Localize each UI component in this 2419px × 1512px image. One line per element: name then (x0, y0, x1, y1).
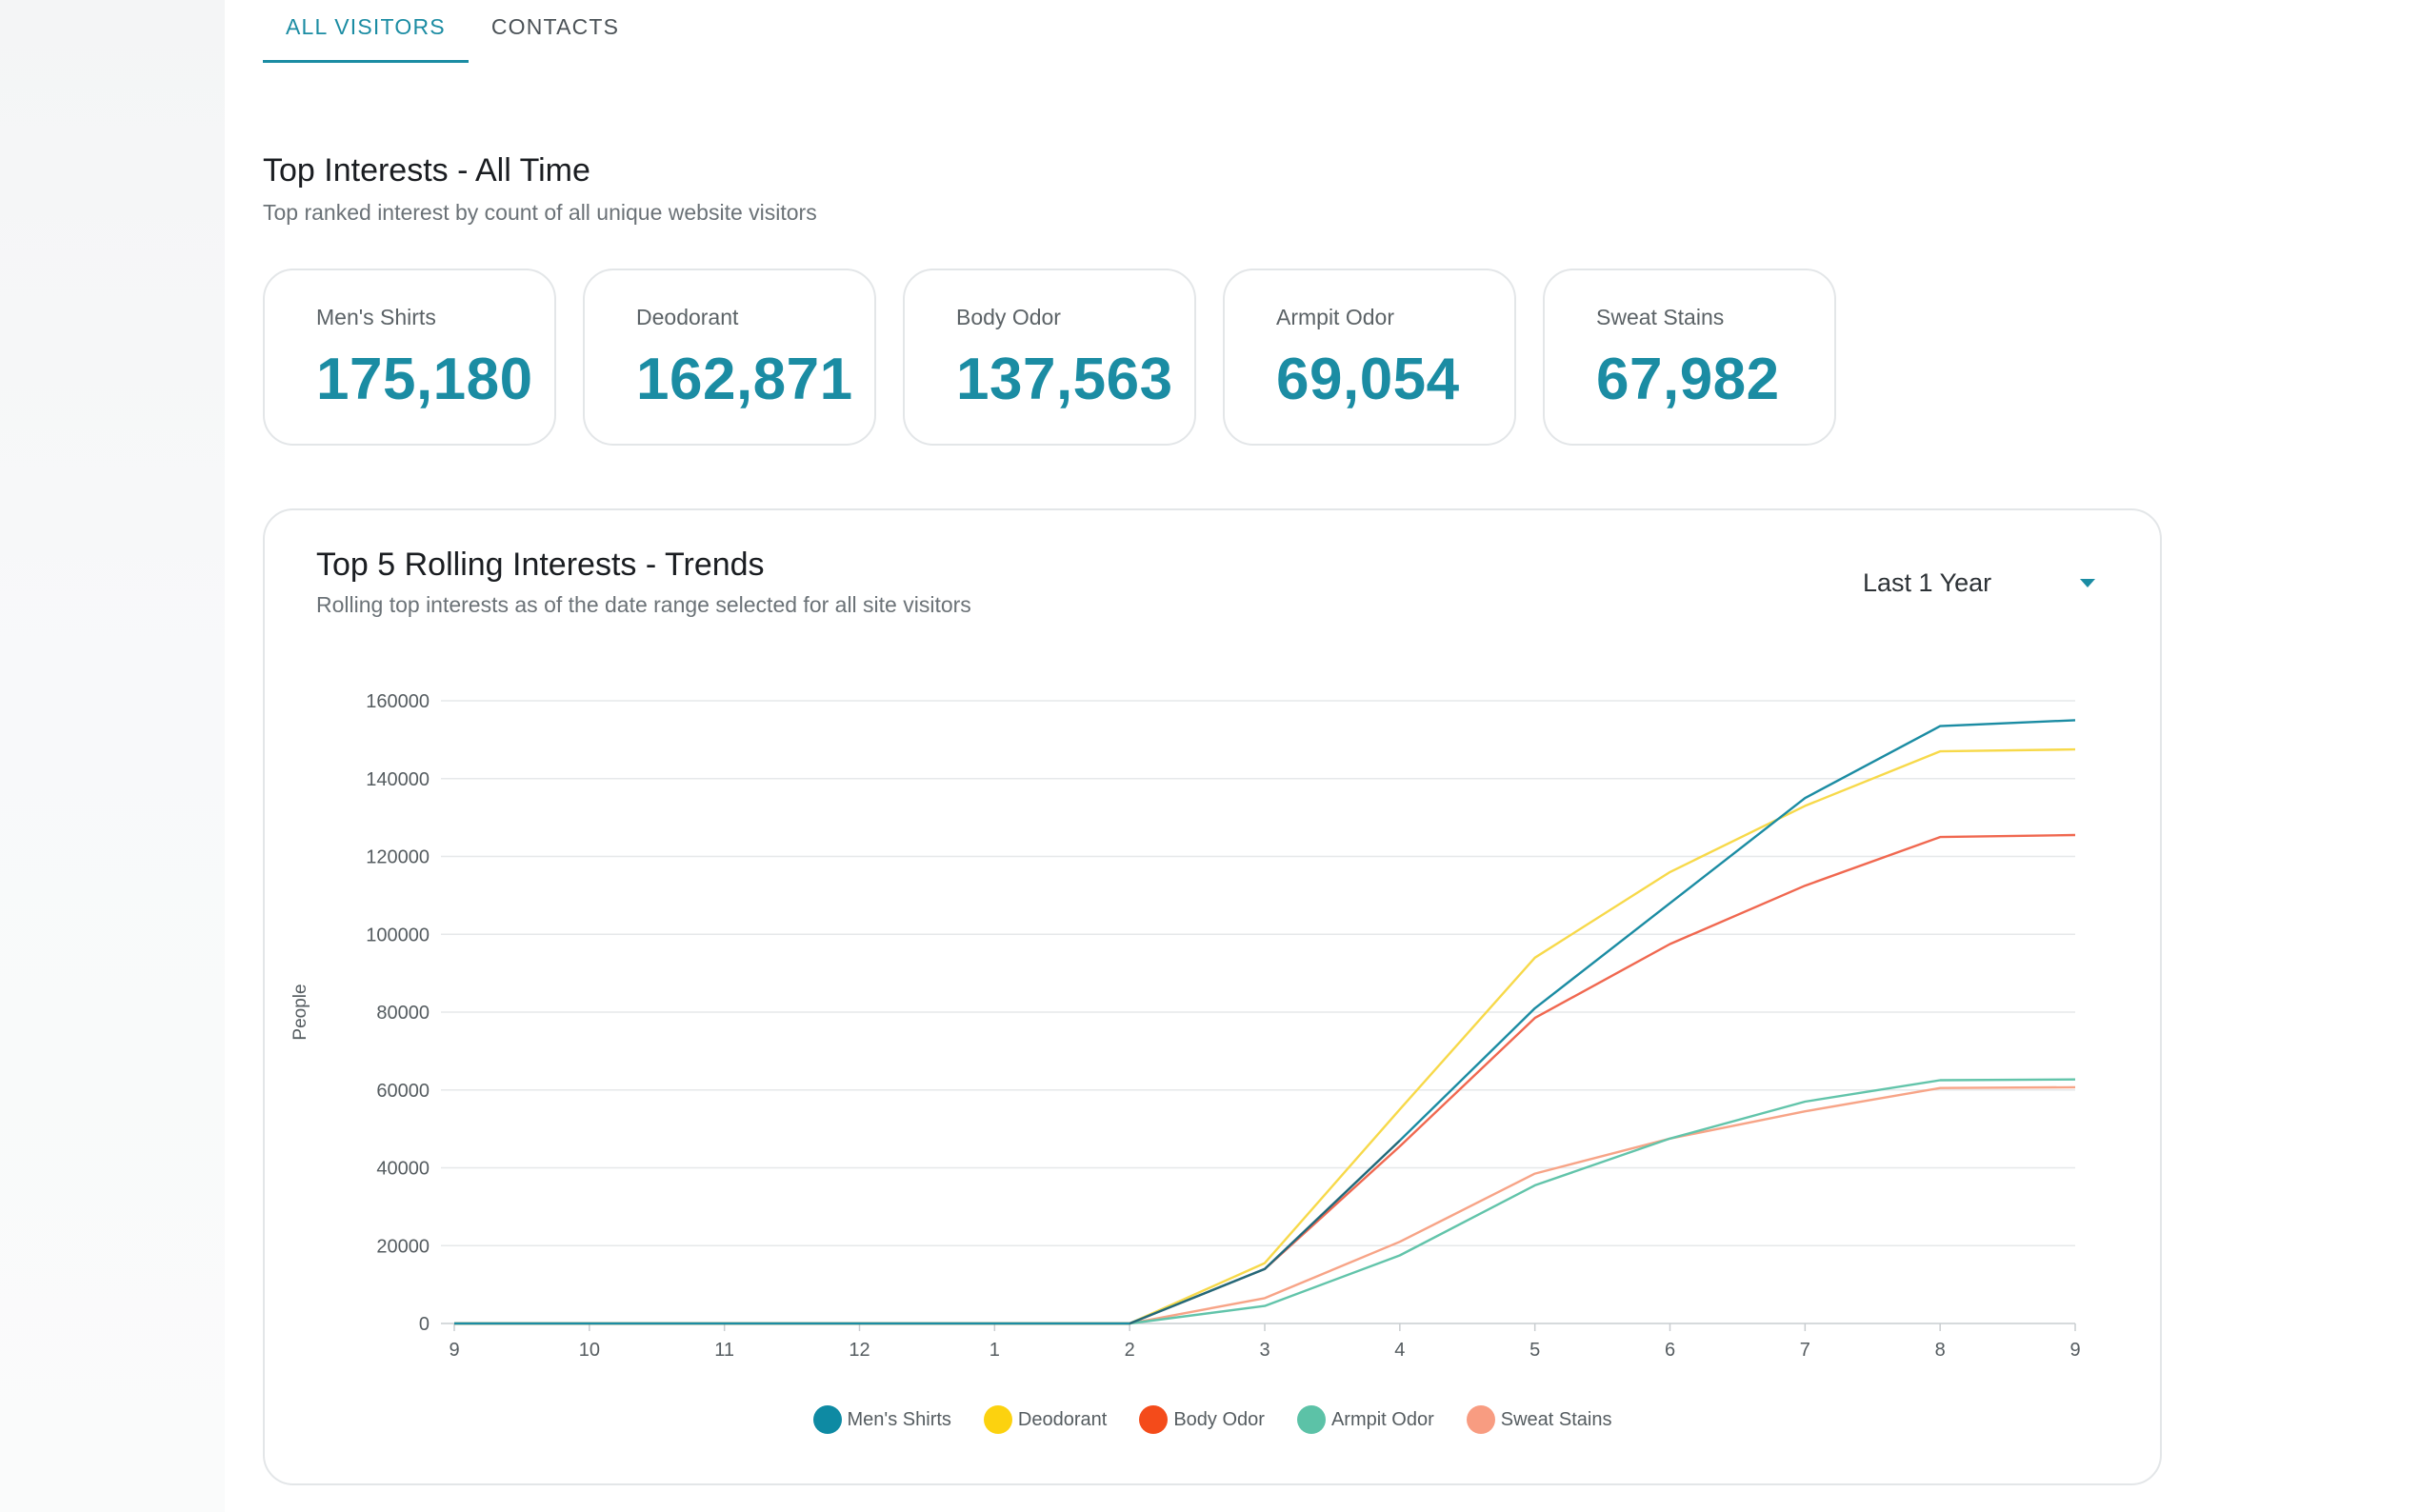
legend-label: Men's Shirts (847, 1408, 951, 1430)
left-rail (0, 0, 225, 1512)
x-tick-label: 3 (1259, 1340, 1269, 1361)
y-tick-label: 0 (419, 1314, 430, 1335)
legend-label: Deodorant (1017, 1408, 1108, 1430)
top-interests-subtitle: Top ranked interest by count of all uniq… (263, 200, 817, 225)
stat-card-body-odor: Body Odor 137,563 (903, 269, 1196, 446)
y-tick-label: 80000 (376, 1003, 430, 1024)
x-tick-label: 12 (849, 1340, 870, 1361)
x-tick-label: 9 (449, 1340, 459, 1361)
legend-item-armpit-odor[interactable]: Armpit Odor (1296, 1405, 1434, 1434)
y-tick-label: 160000 (366, 691, 430, 712)
legend-swatch (983, 1405, 1012, 1434)
stat-card-sweat-stains: Sweat Stains 67,982 (1543, 269, 1836, 446)
date-range-value: Last 1 Year (1863, 567, 1992, 597)
stat-cards: Men's Shirts 175,180 Deodorant 162,871 B… (263, 269, 1836, 446)
chevron-down-icon (2080, 578, 2095, 587)
stat-card-value: 137,563 (956, 347, 1173, 412)
legend-item-body-odor[interactable]: Body Odor (1139, 1405, 1265, 1434)
stat-card-value: 175,180 (316, 347, 533, 412)
x-tick-label: 10 (579, 1340, 600, 1361)
legend-swatch (812, 1405, 842, 1434)
tab-all-visitors[interactable]: ALL VISITORS (263, 0, 469, 63)
x-tick-label: 7 (1800, 1340, 1810, 1361)
legend-item-men-s-shirts[interactable]: Men's Shirts (812, 1405, 951, 1434)
stat-card-armpit-odor: Armpit Odor 69,054 (1223, 269, 1516, 446)
tab-bar: ALL VISITORS CONTACTS (263, 0, 642, 74)
trends-chart-subtitle: Rolling top interests as of the date ran… (316, 592, 971, 617)
main-page: ALL VISITORS CONTACTS Top Interests - Al… (225, 0, 2419, 1512)
legend-label: Body Odor (1173, 1408, 1265, 1430)
x-tick-label: 2 (1125, 1340, 1135, 1361)
date-range-select[interactable]: Last 1 Year (1863, 564, 2107, 602)
x-tick-label: 4 (1394, 1340, 1405, 1361)
legend-item-sweat-stains[interactable]: Sweat Stains (1466, 1405, 1612, 1434)
stat-card-label: Men's Shirts (316, 305, 436, 329)
trends-chart-title: Top 5 Rolling Interests - Trends (316, 547, 765, 583)
x-tick-label: 1 (990, 1340, 1000, 1361)
y-tick-label: 120000 (366, 847, 430, 868)
legend-swatch (1296, 1405, 1326, 1434)
stat-card-label: Armpit Odor (1276, 305, 1394, 329)
stat-card-value: 162,871 (636, 347, 853, 412)
stat-card-label: Deodorant (636, 305, 739, 329)
stat-card-deodorant: Deodorant 162,871 (583, 269, 876, 446)
legend-label: Sweat Stains (1500, 1408, 1612, 1430)
x-tick-label: 9 (2069, 1340, 2080, 1361)
stat-card-value: 69,054 (1276, 347, 1460, 412)
y-tick-label: 60000 (376, 1081, 430, 1102)
legend-swatch (1139, 1405, 1169, 1434)
x-tick-label: 5 (1529, 1340, 1540, 1361)
series-overlap-line (1129, 1140, 1401, 1325)
series-line-deodorant (454, 747, 2076, 1325)
trend-line-chart: 0 20000 40000 60000 80000 100000 120000 140000 1… (290, 691, 2081, 1361)
y-axis-label: People (290, 984, 310, 1040)
top-interests-title: Top Interests - All Time (263, 152, 590, 189)
stat-card-label: Body Odor (956, 305, 1061, 329)
stat-card-mens-shirts: Men's Shirts 175,180 (263, 269, 556, 446)
y-tick-label: 20000 (376, 1236, 430, 1257)
y-tick-label: 40000 (376, 1159, 430, 1180)
y-tick-label: 140000 (366, 769, 430, 790)
series-line-men-s-shirts (454, 719, 2076, 1325)
series-line-body-odor (454, 833, 2076, 1325)
x-tick-label: 8 (1935, 1340, 1946, 1361)
legend-swatch (1466, 1405, 1495, 1434)
tab-contacts[interactable]: CONTACTS (490, 13, 620, 39)
y-tick-label: 100000 (366, 925, 430, 945)
legend-label: Armpit Odor (1330, 1408, 1434, 1430)
trends-chart-card: Top 5 Rolling Interests - Trends Rolling… (263, 508, 2162, 1485)
chart-legend: Men's Shirts Deodorant Body Odor Armpit Odo… (265, 1405, 2160, 1434)
x-tick-label: 6 (1665, 1340, 1675, 1361)
stat-card-label: Sweat Stains (1596, 305, 1725, 329)
legend-item-deodorant[interactable]: Deodorant (983, 1405, 1108, 1434)
stat-card-value: 67,982 (1596, 347, 1780, 412)
x-tick-label: 11 (714, 1340, 734, 1361)
series-line-armpit-odor (454, 1078, 2076, 1325)
series-line-sweat-stains (454, 1085, 2076, 1325)
